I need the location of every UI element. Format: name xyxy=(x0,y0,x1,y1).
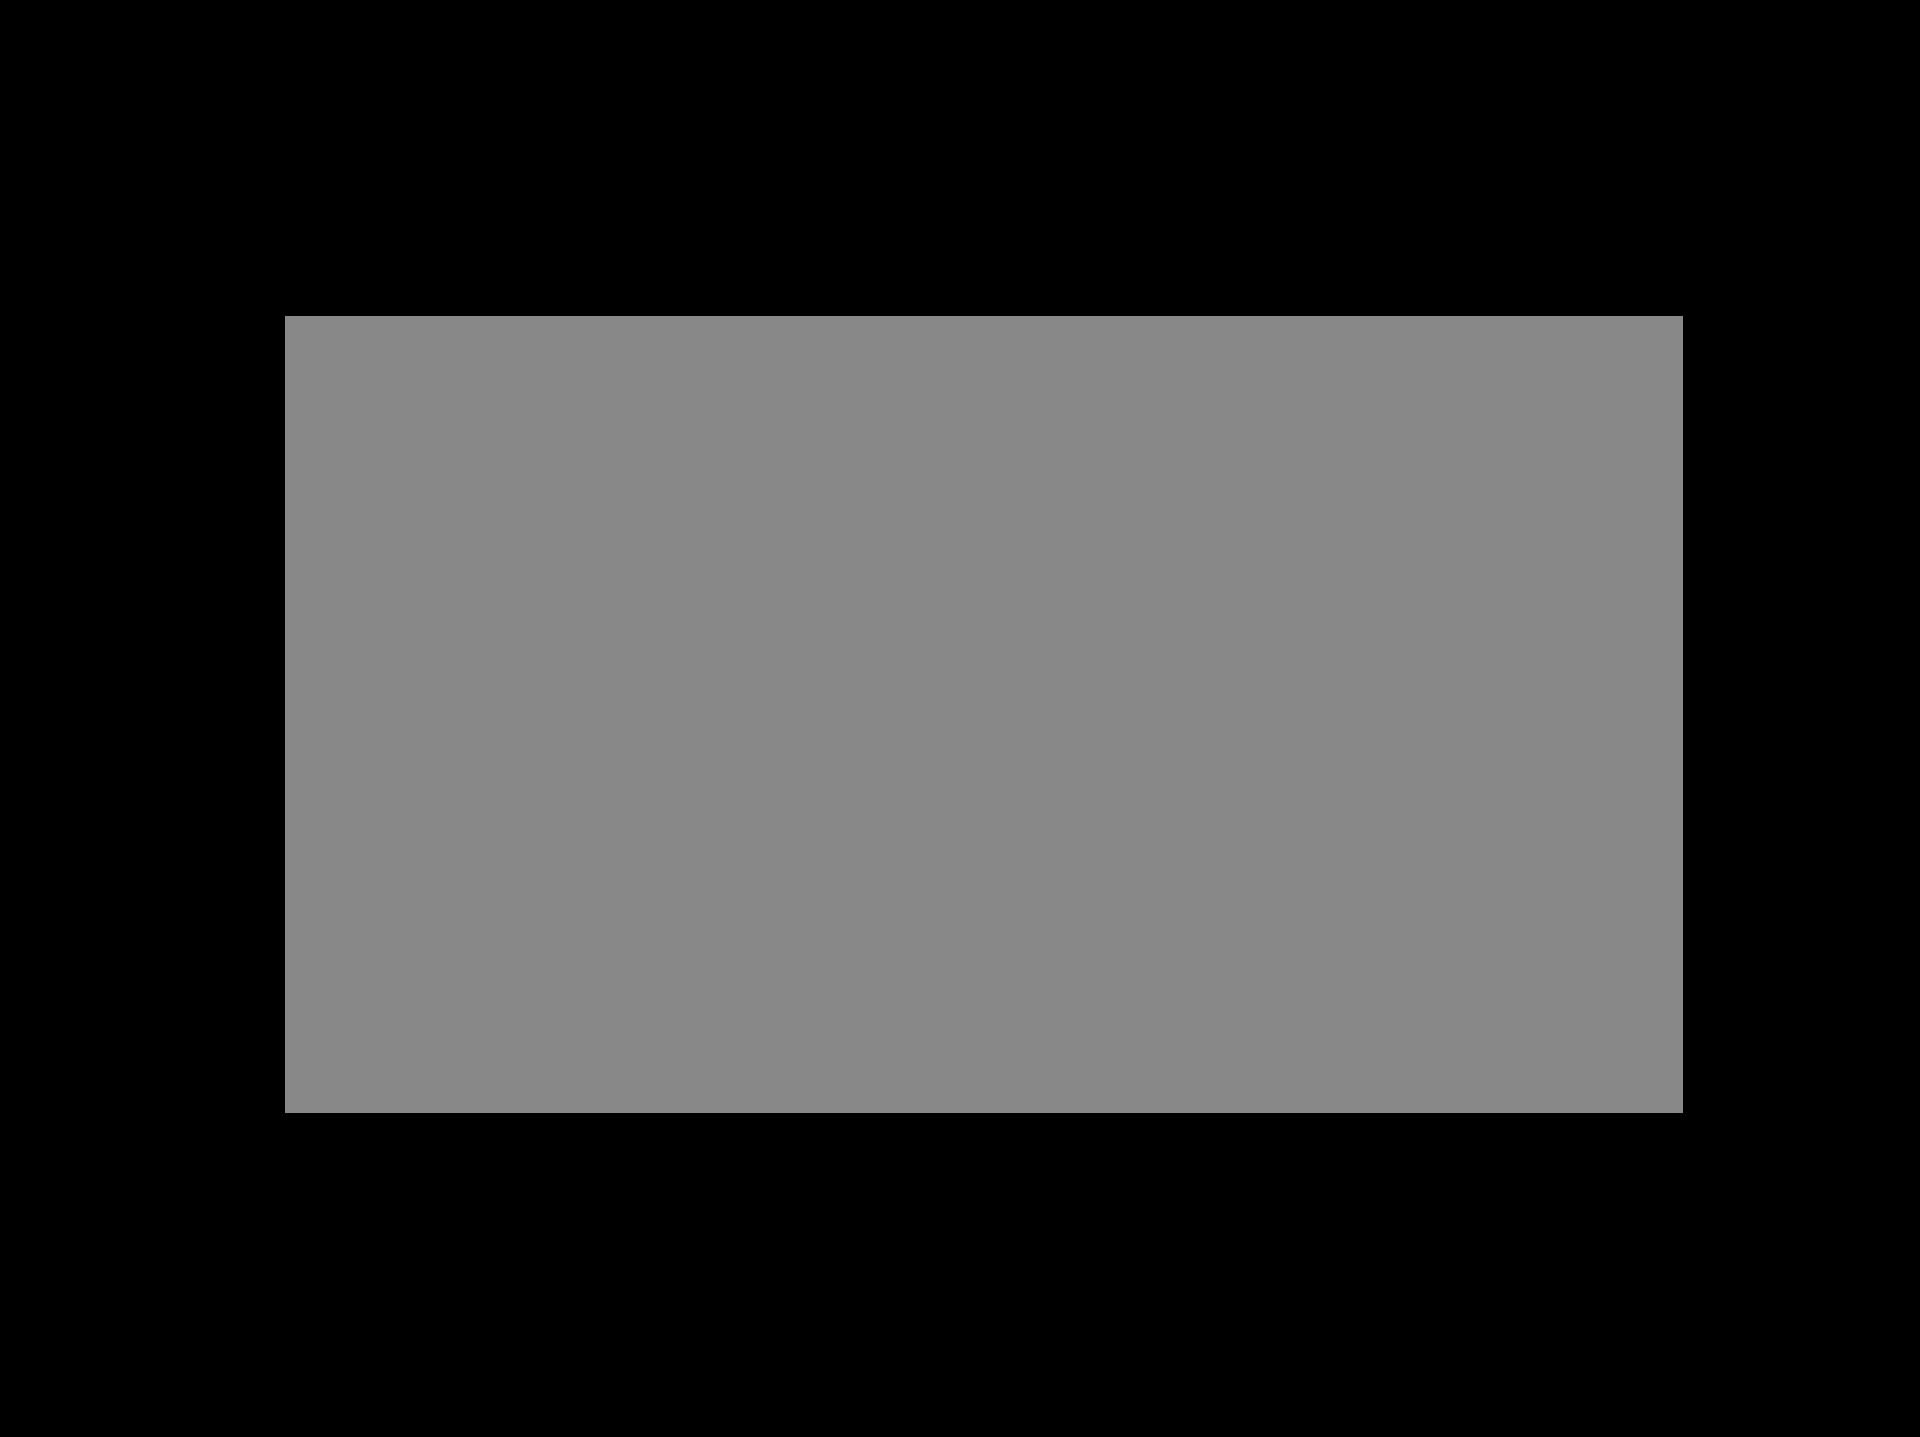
Bar xyxy=(284,316,1684,1112)
